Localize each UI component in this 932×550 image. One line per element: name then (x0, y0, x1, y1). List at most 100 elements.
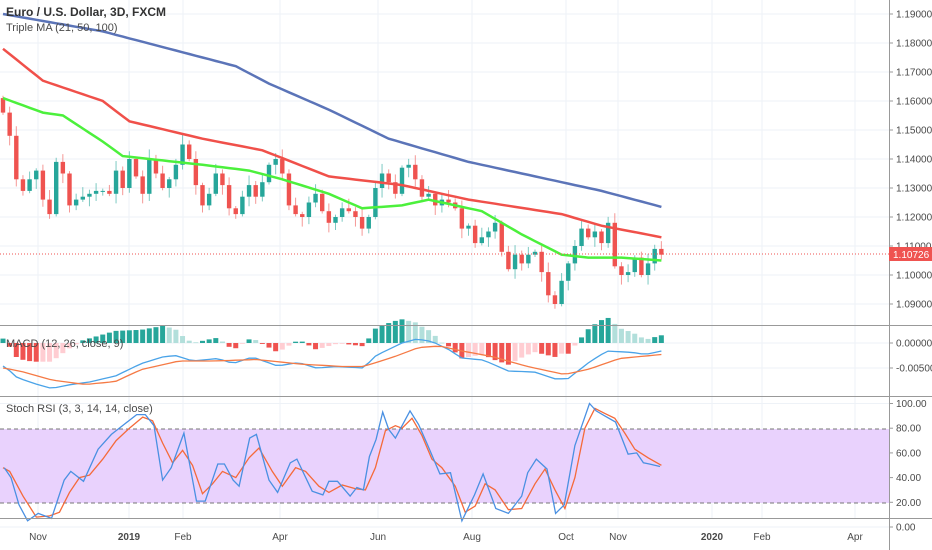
macd-histogram-bar (306, 343, 312, 346)
candle-body (273, 159, 278, 165)
macd-histogram-bar (485, 343, 491, 358)
candle-body (539, 251, 544, 273)
candle (506, 245, 511, 272)
candle (67, 171, 72, 213)
candle (100, 188, 105, 196)
macd-histogram-bar (618, 328, 624, 343)
candle (193, 151, 199, 195)
candle-body (359, 217, 365, 229)
candle (266, 162, 272, 185)
macd-line (2, 338, 662, 389)
candle (107, 184, 112, 197)
candle (240, 190, 245, 217)
candle-body (586, 228, 591, 238)
candle (659, 241, 664, 260)
ma50-line (2, 47, 662, 239)
macd-histogram-bar (286, 343, 292, 346)
candle-body (180, 144, 185, 165)
stoch-axis-label: 20.00 (896, 498, 921, 509)
candle (14, 126, 19, 187)
time-axis-label: Aug (463, 532, 481, 543)
macd-histogram-bar (339, 343, 345, 344)
candle (260, 174, 265, 202)
candle-body (532, 251, 538, 255)
candle-body (7, 112, 12, 136)
candle (206, 187, 212, 211)
candle (133, 156, 139, 179)
candle (93, 183, 99, 201)
macd-histogram-bar (565, 343, 571, 354)
current-price-label: 1.10726 (893, 250, 930, 261)
candle (379, 163, 385, 198)
candle (180, 134, 185, 170)
candle-body (526, 254, 531, 264)
candle-body (599, 231, 604, 244)
candle-body (506, 251, 511, 270)
candle (639, 251, 644, 278)
macd-histogram-bar (579, 337, 585, 343)
stoch-axis-label: 0.00 (896, 523, 916, 534)
macd-axis[interactable]: 0.00000 -0.00500 (889, 339, 932, 375)
candle-body (486, 231, 491, 238)
candle-body (426, 193, 431, 197)
macd-histogram-bar (386, 323, 392, 343)
candle (113, 161, 119, 204)
candle-body (406, 164, 411, 168)
stoch-axis-label: 40.00 (896, 473, 921, 484)
candle-body (67, 173, 72, 206)
macd-histogram-bar (326, 343, 332, 347)
macd-histogram-bar (60, 343, 66, 354)
candle (413, 155, 418, 187)
triple-ma-legend[interactable]: Triple MA (21, 50, 100) (6, 22, 117, 34)
candle (226, 177, 232, 216)
candle-body (645, 263, 651, 275)
candle (140, 170, 145, 204)
ma21-line (2, 96, 662, 262)
macd-histogram-bar (559, 343, 565, 354)
candle-body (446, 199, 451, 203)
candle (253, 180, 258, 204)
stoch-rsi-pane (2, 402, 662, 523)
candle-body (652, 248, 657, 264)
macd-histogram-bar (539, 343, 545, 354)
macd-histogram-bar (279, 343, 285, 350)
candle (546, 262, 551, 303)
candle-body (200, 185, 205, 206)
time-axis-label: Apr (272, 532, 288, 543)
stoch-rsi-legend[interactable]: Stoch RSI (3, 3, 14, 14, close) (6, 403, 153, 415)
time-axis-label: Feb (174, 532, 192, 543)
candle (127, 151, 132, 193)
stoch-axis-label: 80.00 (896, 424, 921, 435)
candle (433, 191, 438, 215)
candle-body (386, 173, 391, 183)
stoch-axis[interactable]: 100.00 80.00 60.00 40.00 20.00 0.00 (889, 399, 927, 534)
candle-body (14, 135, 19, 180)
macd-histogram-bar (239, 343, 245, 344)
time-axis[interactable]: Nov 2019 Feb Apr Jun Aug Oct Nov 2020 Feb Apr (29, 532, 863, 543)
candle-body (300, 214, 305, 217)
candle-body (100, 190, 105, 192)
candle (60, 154, 66, 184)
candle (566, 261, 571, 291)
macd-histogram-bar (359, 343, 365, 347)
candle (339, 202, 345, 222)
candle (479, 227, 484, 246)
macd-histogram-bar (352, 343, 358, 346)
candle (393, 174, 398, 199)
candle-body (120, 170, 125, 188)
candle (526, 246, 531, 269)
macd-histogram-bar (53, 343, 59, 359)
candle-body (47, 199, 52, 215)
candle-body (379, 173, 385, 188)
candle-body (240, 196, 245, 215)
macd-histogram-bar (638, 337, 644, 343)
macd-histogram-bar (153, 327, 159, 343)
macd-histogram-bar (552, 343, 558, 357)
price-axis[interactable]: 1.19000 1.18000 1.17000 1.16000 1.15000 1.140… (889, 10, 932, 311)
macd-histogram-bar (505, 343, 511, 365)
candle-body (87, 193, 92, 197)
macd-legend[interactable]: MACD (12, 26, close, 9) (6, 338, 123, 350)
symbol-title[interactable]: Euro / U.S. Dollar, 3D, FXCM (6, 5, 166, 19)
macd-histogram-bar (492, 343, 498, 361)
